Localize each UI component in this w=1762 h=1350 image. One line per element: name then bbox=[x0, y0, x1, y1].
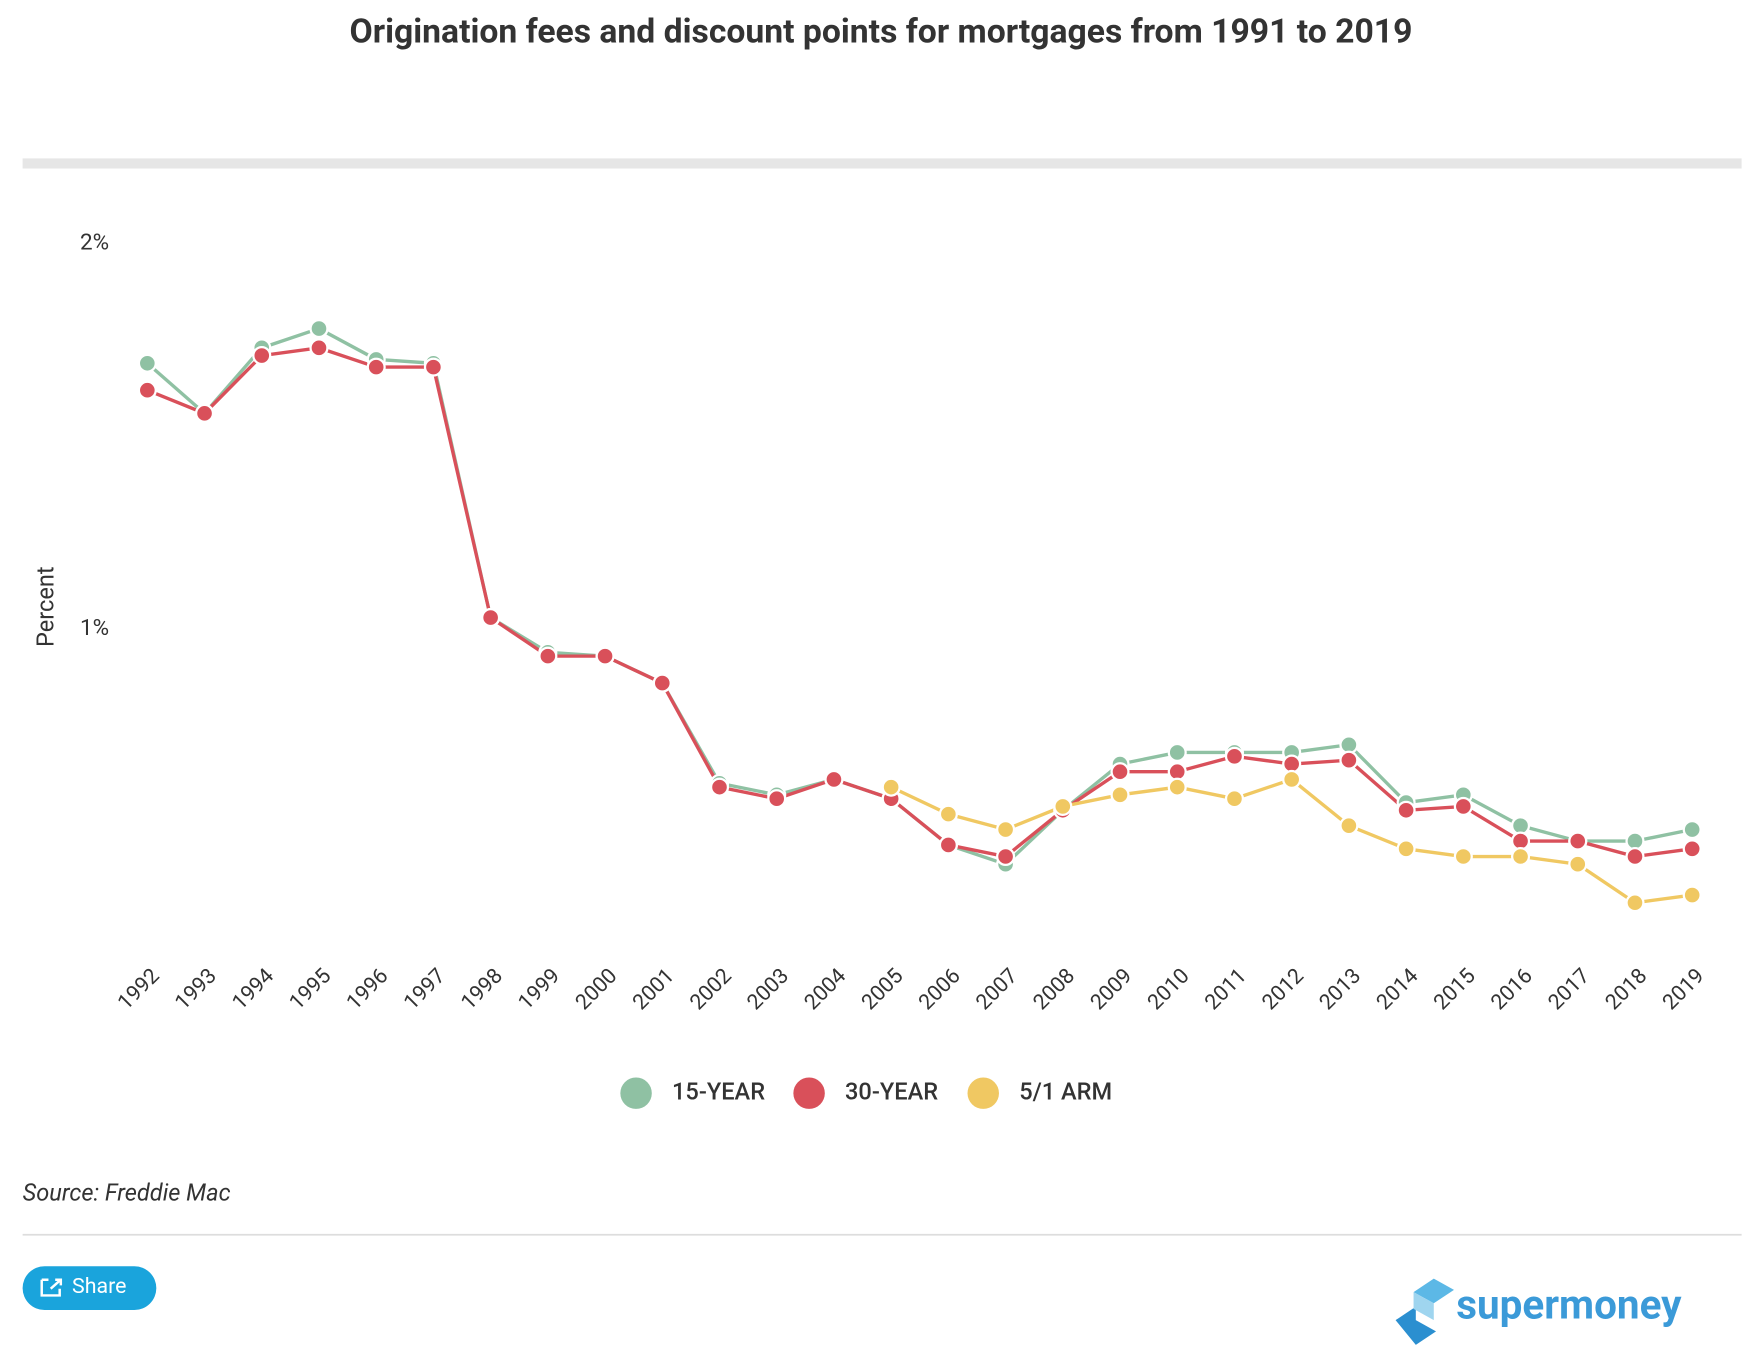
data-point bbox=[194, 403, 215, 423]
y-tick-label: 2% bbox=[80, 230, 109, 256]
x-tick-label: 2002 bbox=[685, 964, 737, 1016]
data-point bbox=[1682, 839, 1702, 859]
data-point bbox=[1396, 800, 1416, 820]
x-tick-label: 2016 bbox=[1486, 964, 1538, 1016]
x-tick-label: 1997 bbox=[399, 964, 451, 1016]
data-point bbox=[1682, 885, 1702, 905]
data-point bbox=[1568, 831, 1588, 851]
x-tick-label: 1996 bbox=[342, 964, 394, 1016]
x-tick-label: 2010 bbox=[1143, 964, 1195, 1016]
data-point bbox=[1510, 846, 1531, 867]
legend-marker bbox=[793, 1077, 825, 1109]
data-point bbox=[1282, 769, 1302, 789]
legend-label: 5/1 ARM bbox=[1019, 1077, 1112, 1105]
data-point bbox=[1224, 746, 1245, 766]
data-point bbox=[309, 338, 329, 358]
data-point bbox=[1110, 785, 1130, 805]
x-tick-label: 2015 bbox=[1429, 964, 1481, 1016]
logo-shape bbox=[1413, 1292, 1434, 1321]
series-line bbox=[146, 346, 1693, 859]
data-point bbox=[538, 646, 558, 666]
x-tick-label: 2007 bbox=[971, 964, 1023, 1016]
share-label[interactable]: Share bbox=[72, 1274, 126, 1299]
legend-label: 30-YEAR bbox=[845, 1077, 938, 1105]
x-tick-label: 2019 bbox=[1658, 964, 1710, 1016]
data-point bbox=[366, 357, 386, 377]
data-point bbox=[1339, 750, 1359, 770]
x-tick-label: 1998 bbox=[456, 964, 508, 1016]
x-tick-label: 2008 bbox=[1028, 964, 1080, 1016]
data-point bbox=[938, 804, 958, 824]
data-point bbox=[1396, 839, 1416, 859]
data-point bbox=[1568, 854, 1588, 874]
x-tick-label: 1999 bbox=[513, 964, 565, 1016]
y-axis-label: Percent bbox=[32, 566, 60, 647]
x-tick-label: 2014 bbox=[1372, 964, 1424, 1016]
x-tick-label: 1993 bbox=[170, 964, 222, 1016]
x-tick-label: 2005 bbox=[857, 964, 909, 1016]
data-point bbox=[996, 846, 1016, 867]
data-point bbox=[1224, 789, 1245, 809]
data-point bbox=[709, 777, 730, 797]
data-point bbox=[595, 646, 615, 666]
data-point bbox=[1682, 819, 1702, 840]
x-tick-label: 2017 bbox=[1543, 964, 1595, 1016]
data-point bbox=[1167, 742, 1187, 763]
brand-logo: supermoney bbox=[1395, 1278, 1682, 1345]
series-line bbox=[146, 326, 1693, 867]
share-icon bbox=[40, 1278, 63, 1297]
data-point bbox=[1453, 796, 1473, 816]
data-point bbox=[1625, 846, 1645, 867]
share-button[interactable]: Share bbox=[22, 1266, 157, 1311]
data-point bbox=[1339, 816, 1359, 836]
x-tick-label: 2003 bbox=[742, 964, 794, 1016]
x-tick-label: 1992 bbox=[113, 964, 165, 1016]
x-tick-label: 2006 bbox=[914, 964, 966, 1016]
data-point bbox=[881, 777, 901, 797]
data-point bbox=[996, 819, 1016, 840]
x-tick-label: 2013 bbox=[1315, 964, 1367, 1016]
brand-name: supermoney bbox=[1456, 1280, 1682, 1328]
data-point bbox=[309, 319, 329, 339]
x-tick-label: 1994 bbox=[227, 964, 279, 1016]
x-tick-label: 1995 bbox=[285, 964, 337, 1016]
logo-shape bbox=[1413, 1278, 1455, 1304]
data-point bbox=[1110, 762, 1130, 782]
x-tick-label: 2009 bbox=[1086, 964, 1138, 1016]
data-point bbox=[1053, 796, 1073, 816]
data-point bbox=[1625, 893, 1645, 913]
chart-title: Origination fees and discount points for… bbox=[350, 13, 1413, 52]
x-tick-label: 2012 bbox=[1257, 964, 1309, 1016]
data-point bbox=[137, 380, 157, 400]
data-point bbox=[767, 789, 787, 809]
x-tick-label: 2004 bbox=[800, 964, 852, 1016]
legend-marker bbox=[620, 1077, 652, 1109]
legend-label: 15-YEAR bbox=[672, 1077, 765, 1105]
data-point bbox=[938, 835, 958, 855]
plot: 1% 2% 1992 1993 1994 1995 1996 1997 1998 1999 2000… bbox=[80, 230, 1709, 1015]
logo-shape bbox=[1395, 1306, 1437, 1345]
data-point bbox=[423, 357, 443, 377]
x-tick-label: 2000 bbox=[571, 964, 623, 1016]
y-tick-label: 1% bbox=[80, 615, 109, 641]
x-tick-label: 2011 bbox=[1200, 964, 1252, 1016]
data-point bbox=[1453, 846, 1473, 867]
share-button-bg[interactable] bbox=[22, 1266, 157, 1311]
data-point bbox=[824, 769, 844, 789]
x-tick-label: 2001 bbox=[628, 964, 680, 1016]
data-point bbox=[652, 673, 672, 693]
x-tick-label: 2018 bbox=[1601, 964, 1653, 1016]
data-point bbox=[481, 608, 501, 628]
legend: 15-YEAR 30-YEAR 5/1 ARM bbox=[620, 1077, 1112, 1109]
source-note: Source: Freddie Mac bbox=[23, 1179, 231, 1207]
data-point bbox=[252, 346, 272, 366]
legend-marker bbox=[967, 1077, 999, 1109]
data-point bbox=[1167, 777, 1187, 797]
header-bar bbox=[22, 158, 1742, 169]
data-point bbox=[137, 353, 157, 373]
